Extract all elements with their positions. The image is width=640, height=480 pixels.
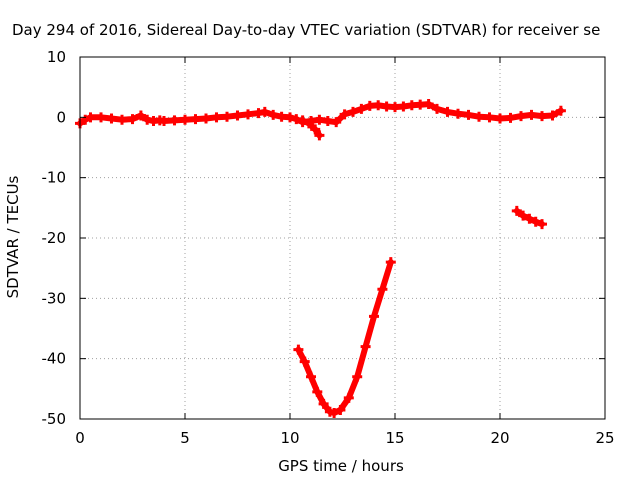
- x-tick-label: 10: [280, 429, 299, 447]
- data-point: [180, 114, 190, 125]
- y-tick-label: 0: [56, 108, 66, 126]
- data-point: [524, 213, 535, 224]
- data-point: [547, 110, 558, 121]
- data-point: [117, 114, 127, 125]
- data-point: [127, 114, 138, 125]
- data-point: [318, 398, 329, 409]
- data-point: [343, 392, 354, 403]
- x-tick-label: 25: [595, 429, 614, 447]
- data-point: [306, 371, 316, 382]
- data-point: [159, 115, 169, 126]
- series-2: [297, 115, 325, 141]
- data-point: [276, 111, 287, 122]
- y-tick-label: -40: [42, 350, 67, 368]
- data-point: [484, 112, 495, 123]
- data-point: [190, 114, 201, 125]
- data-point: [385, 257, 396, 268]
- data-point: [390, 102, 400, 113]
- data-point: [356, 103, 367, 114]
- data-point: [314, 130, 325, 141]
- x-tick-label: 0: [75, 429, 85, 447]
- x-tick-label: 5: [180, 429, 190, 447]
- data-point: [243, 109, 253, 120]
- data-point: [415, 99, 426, 110]
- y-tick-label: -10: [42, 169, 67, 187]
- data-point: [377, 284, 388, 295]
- y-tick-label: -30: [42, 289, 67, 307]
- data-point: [360, 341, 371, 352]
- data-point: [511, 205, 522, 216]
- data-point: [96, 112, 106, 123]
- data-point: [331, 117, 342, 128]
- data-point: [339, 109, 350, 120]
- data-point: [530, 216, 541, 227]
- data-point: [463, 109, 474, 120]
- data-point: [80, 114, 91, 125]
- data-point: [232, 110, 243, 121]
- data-point: [432, 103, 442, 114]
- data-point: [299, 356, 310, 367]
- y-tick-label: 10: [47, 48, 66, 66]
- grid: [80, 57, 605, 419]
- data-point: [314, 114, 325, 125]
- data-point: [373, 100, 384, 111]
- data-point: [285, 112, 295, 123]
- y-axis-label: SDTVAR / TECUs: [4, 175, 22, 298]
- data-point: [537, 219, 547, 230]
- data-point: [369, 311, 379, 322]
- data-point: [322, 115, 333, 126]
- data-point: [106, 113, 117, 124]
- y-tick-label: -20: [42, 229, 67, 247]
- data-point: [297, 115, 308, 126]
- data-points: [75, 99, 566, 418]
- series-1: [75, 99, 566, 129]
- data-point: [453, 108, 463, 119]
- data-point: [310, 124, 321, 135]
- data-point: [352, 371, 363, 382]
- data-point: [398, 101, 409, 112]
- data-point: [312, 386, 323, 397]
- data-point: [303, 118, 314, 129]
- data-point: [526, 109, 537, 120]
- y-tick-label: -50: [42, 410, 67, 428]
- series-line: [295, 259, 394, 416]
- data-point: [222, 111, 232, 122]
- data-point: [381, 101, 392, 112]
- data-point: [169, 115, 180, 126]
- axis-ticks: 0 5 10 15 20 25 10 0 -10 -20 -30 -40 -50: [42, 48, 615, 447]
- data-point: [505, 112, 516, 123]
- data-point: [442, 106, 453, 117]
- x-axis-label: GPS time / hours: [278, 457, 404, 475]
- series-4: [511, 205, 547, 230]
- data-point: [516, 111, 526, 122]
- data-point: [537, 111, 547, 122]
- data-point: [201, 113, 211, 124]
- data-point: [335, 404, 346, 415]
- data-point: [518, 210, 529, 221]
- data-point: [329, 407, 340, 418]
- data-point: [474, 111, 484, 122]
- x-tick-label: 15: [385, 429, 404, 447]
- data-point: [85, 112, 96, 123]
- data-point: [406, 100, 417, 111]
- x-tick-label: 20: [490, 429, 509, 447]
- chart-title: Day 294 of 2016, Sidereal Day-to-day VTE…: [12, 21, 600, 39]
- data-point: [268, 109, 279, 120]
- data-point: [555, 105, 566, 116]
- series-3: [293, 257, 396, 418]
- data-point: [495, 113, 505, 124]
- data-point: [364, 100, 375, 111]
- data-point: [211, 112, 222, 123]
- data-point: [348, 106, 358, 117]
- data-point: [423, 99, 434, 110]
- data-point: [135, 110, 146, 121]
- data-point: [259, 106, 270, 117]
- plot-frame: [79, 56, 606, 420]
- data-point: [293, 344, 304, 355]
